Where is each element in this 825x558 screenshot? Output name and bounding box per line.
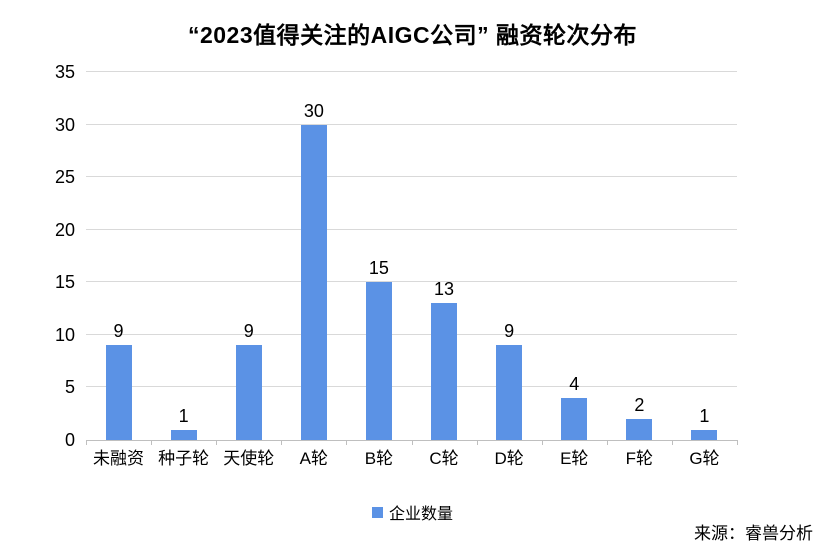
x-axis-category-label: 天使轮 — [223, 449, 275, 468]
x-axis-tick — [86, 440, 87, 445]
bar — [626, 418, 653, 440]
gridline — [86, 71, 737, 72]
x-axis-tick — [412, 440, 413, 445]
x-axis-tick — [477, 440, 478, 445]
x-axis-category-label: 种子轮 — [158, 449, 210, 468]
bar — [235, 345, 262, 440]
x-axis-tick — [151, 440, 152, 445]
y-axis-tick-label: 10 — [54, 324, 75, 345]
bar-value-label: 9 — [243, 321, 254, 342]
y-axis-tick-label: 0 — [64, 430, 75, 450]
x-axis-tick — [216, 440, 217, 445]
gridline — [86, 123, 737, 125]
x-axis-category-label: G轮 — [689, 449, 720, 468]
y-axis-tick-label: 25 — [54, 167, 75, 188]
x-axis-tick — [607, 440, 608, 445]
bar-value-label: 9 — [113, 321, 124, 342]
x-axis-category-label: F轮 — [625, 449, 654, 468]
gridline — [86, 281, 737, 283]
y-axis-tick-label: 30 — [54, 114, 75, 135]
y-axis-tick-label: 5 — [64, 377, 75, 398]
bar-value-label: 2 — [634, 394, 645, 415]
y-axis-tick-label: 35 — [54, 62, 75, 82]
bar-value-label: 30 — [303, 100, 324, 121]
bar — [431, 303, 458, 440]
x-axis-category-label: B轮 — [364, 449, 394, 468]
legend-label: 企业数量 — [388, 506, 453, 523]
legend: 企业数量 — [0, 500, 825, 524]
bar-value-label: 9 — [504, 321, 515, 342]
x-axis-tick — [542, 440, 543, 445]
source-note: 来源：睿兽分析 — [694, 524, 813, 543]
y-axis-tick-label: 20 — [54, 219, 75, 240]
legend-swatch-icon — [371, 506, 383, 518]
bar — [105, 345, 132, 440]
bar — [365, 282, 392, 440]
bar-value-label: 13 — [434, 279, 455, 300]
bar-value-label: 15 — [368, 258, 389, 279]
bar — [496, 345, 523, 440]
bar-value-label: 4 — [569, 373, 580, 394]
bar-value-label: 1 — [178, 405, 189, 426]
x-axis-tick — [672, 440, 673, 445]
chart-title: “2023值得关注的AIGC公司” 融资轮次分布 — [187, 22, 638, 48]
x-axis-tick — [346, 440, 347, 445]
y-axis-tick-label: 15 — [54, 272, 75, 293]
x-axis-category-label: A轮 — [299, 449, 329, 468]
gridline — [86, 176, 737, 178]
plot-area: 9 1 9 30 15 13 9 4 2 1 — [86, 71, 738, 445]
bar — [561, 397, 588, 440]
x-axis-category-label: E轮 — [560, 449, 589, 468]
gridline — [86, 228, 737, 230]
gridline — [86, 333, 737, 335]
bar — [300, 124, 327, 440]
x-axis-tick — [281, 440, 282, 445]
bar-value-label: 1 — [699, 405, 710, 426]
x-axis-tick — [737, 440, 738, 445]
x-axis-category-label: 未融资 — [93, 449, 145, 468]
x-axis-category-label: D轮 — [494, 449, 524, 468]
gridline — [86, 386, 737, 388]
x-axis-category-label: C轮 — [429, 449, 459, 468]
bar — [170, 429, 197, 440]
bar — [691, 429, 718, 440]
